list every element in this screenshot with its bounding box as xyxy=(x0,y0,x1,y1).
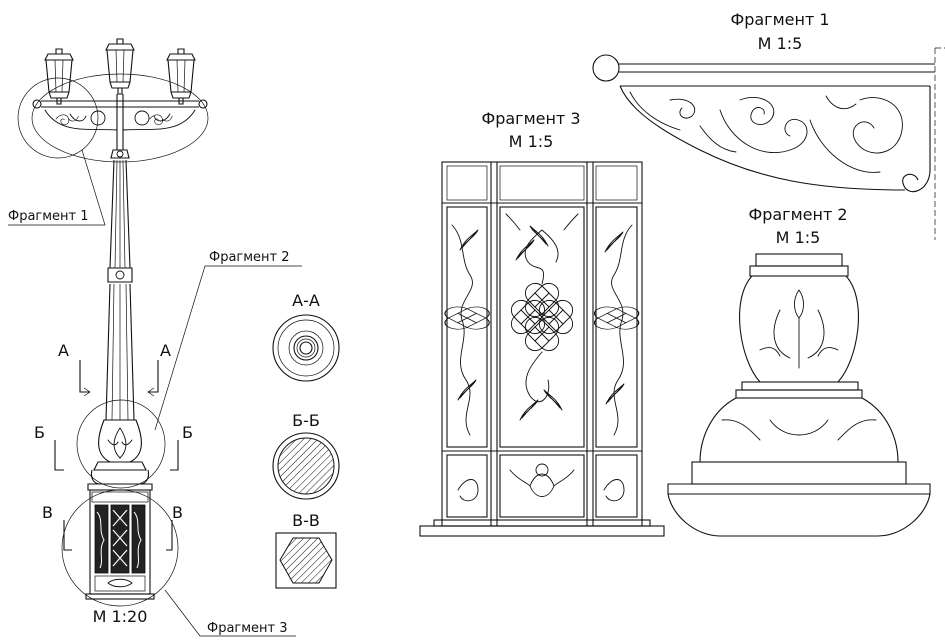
section-b-left-label: Б xyxy=(34,423,45,442)
section-aa-drawing xyxy=(272,314,340,382)
fragment3-callout-label: Фрагмент 3 xyxy=(207,621,288,636)
fragment2-title: Фрагмент 2 xyxy=(748,205,847,224)
fragment2: Фрагмент 2 М 1:5 xyxy=(667,205,931,537)
section-vv-drawing xyxy=(275,532,337,589)
section-v-markers xyxy=(63,520,173,551)
center-lantern xyxy=(105,38,135,95)
left-lantern xyxy=(44,48,74,105)
fragment1-title: Фрагмент 1 xyxy=(730,10,829,29)
section-a-left-label: А xyxy=(58,341,69,360)
fragment1-bracket-drawing xyxy=(592,47,945,240)
sections: А-А Б-Б В-В xyxy=(272,291,340,589)
base-box xyxy=(85,489,155,600)
fragment2-callout-label: Фрагмент 2 xyxy=(209,250,290,265)
fragment3: Фрагмент 3 М 1:5 xyxy=(419,109,665,537)
section-b-right-label: Б xyxy=(182,423,193,442)
fragment1-leader xyxy=(8,149,106,226)
fragment1: Фрагмент 1 М 1:5 xyxy=(592,10,945,240)
section-b-markers xyxy=(54,440,179,471)
fragment2-leader xyxy=(154,265,302,431)
section-a-right-label: А xyxy=(160,341,171,360)
fragment3-title: Фрагмент 3 xyxy=(481,109,580,128)
section-v-right-label: В xyxy=(172,503,183,522)
section-aa-title: А-А xyxy=(292,291,320,310)
right-lantern xyxy=(166,48,196,105)
fragment2-base-drawing xyxy=(667,253,931,537)
main-scale-label: М 1:20 xyxy=(93,607,148,626)
section-bb-title: Б-Б xyxy=(292,411,320,430)
fragment1-scale: М 1:5 xyxy=(758,34,803,53)
section-vv-title: В-В xyxy=(292,511,320,530)
section-bb-drawing xyxy=(272,432,340,500)
fragment1-callout-label: Фрагмент 1 xyxy=(8,209,89,224)
lamp-post-elevation: Фрагмент 1 Фрагмент 2 Фрагмент 3 А А Б Б… xyxy=(8,38,302,637)
section-v-left-label: В xyxy=(42,503,53,522)
fragment3-scale: М 1:5 xyxy=(509,132,554,151)
arm-ornament xyxy=(44,109,196,131)
fragment3-leader xyxy=(164,589,296,637)
fragment3-box-drawing xyxy=(419,161,665,537)
fragment2-scale: М 1:5 xyxy=(776,228,821,247)
section-a-markers xyxy=(79,360,159,393)
